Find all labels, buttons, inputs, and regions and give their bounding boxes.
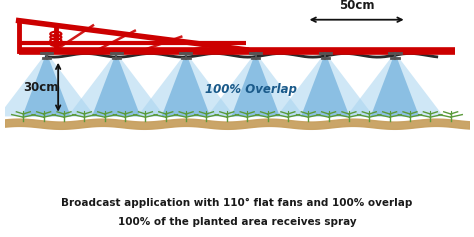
Polygon shape bbox=[68, 53, 165, 116]
Polygon shape bbox=[301, 53, 349, 116]
Polygon shape bbox=[0, 53, 95, 116]
Polygon shape bbox=[22, 53, 71, 116]
Polygon shape bbox=[346, 53, 444, 116]
Polygon shape bbox=[92, 53, 140, 116]
Polygon shape bbox=[207, 53, 304, 116]
Polygon shape bbox=[137, 53, 235, 116]
Text: Broadcast application with 110° flat fans and 100% overlap: Broadcast application with 110° flat fan… bbox=[61, 198, 413, 208]
Text: 30cm: 30cm bbox=[23, 81, 59, 94]
Polygon shape bbox=[277, 53, 374, 116]
Polygon shape bbox=[162, 53, 210, 116]
Text: 100% Overlap: 100% Overlap bbox=[205, 83, 297, 96]
Text: 50cm: 50cm bbox=[339, 0, 374, 12]
Polygon shape bbox=[231, 53, 280, 116]
Polygon shape bbox=[371, 53, 419, 116]
Text: 100% of the planted area receives spray: 100% of the planted area receives spray bbox=[118, 217, 356, 227]
